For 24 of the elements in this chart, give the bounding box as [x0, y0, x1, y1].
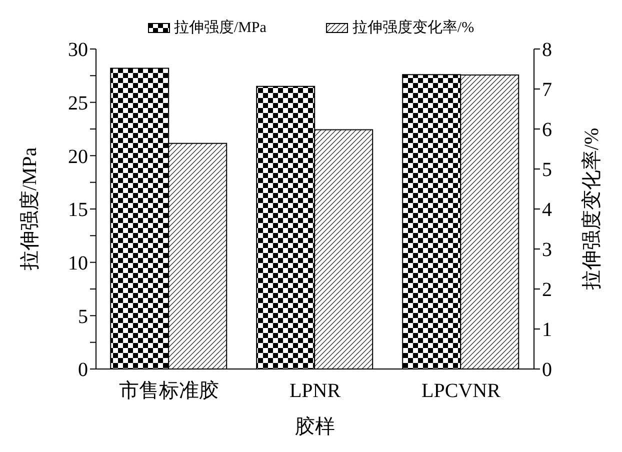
y-axis-title: 拉伸强度/MPa [19, 147, 41, 271]
y2-tick-label: 7 [542, 79, 552, 102]
y-tick-label: 25 [68, 92, 88, 114]
y2-tick-label: 1 [542, 319, 552, 342]
y2-tick-label: 3 [542, 239, 552, 262]
x-tick-label: LPCVNR [422, 380, 502, 402]
y-tick-label: 5 [78, 306, 88, 328]
y2-tick-label: 5 [542, 159, 552, 182]
y-tick-label: 10 [68, 252, 88, 274]
y2-tick-label: 6 [542, 119, 552, 142]
x-tick-label: 市售标准胶 [119, 380, 219, 402]
y-tick-label: 20 [68, 146, 88, 168]
y2-tick-label: 2 [542, 279, 552, 302]
y2-tick-label: 4 [542, 199, 552, 222]
legend-label: 拉伸强度/MPa [174, 18, 266, 37]
x-axis-title: 胶样 [295, 416, 335, 438]
legend-label: 拉伸强度变化率/% [352, 18, 474, 37]
y-tick-label: 15 [68, 199, 88, 222]
y2-axis-title: 拉伸强度变化率/% [581, 128, 603, 290]
y2-tick-label: 0 [542, 359, 552, 382]
y-tick-label: 30 [68, 39, 88, 62]
x-tick-label: LPNR [289, 380, 342, 402]
y-tick-label: 0 [78, 359, 88, 382]
y2-tick-label: 8 [542, 39, 552, 62]
